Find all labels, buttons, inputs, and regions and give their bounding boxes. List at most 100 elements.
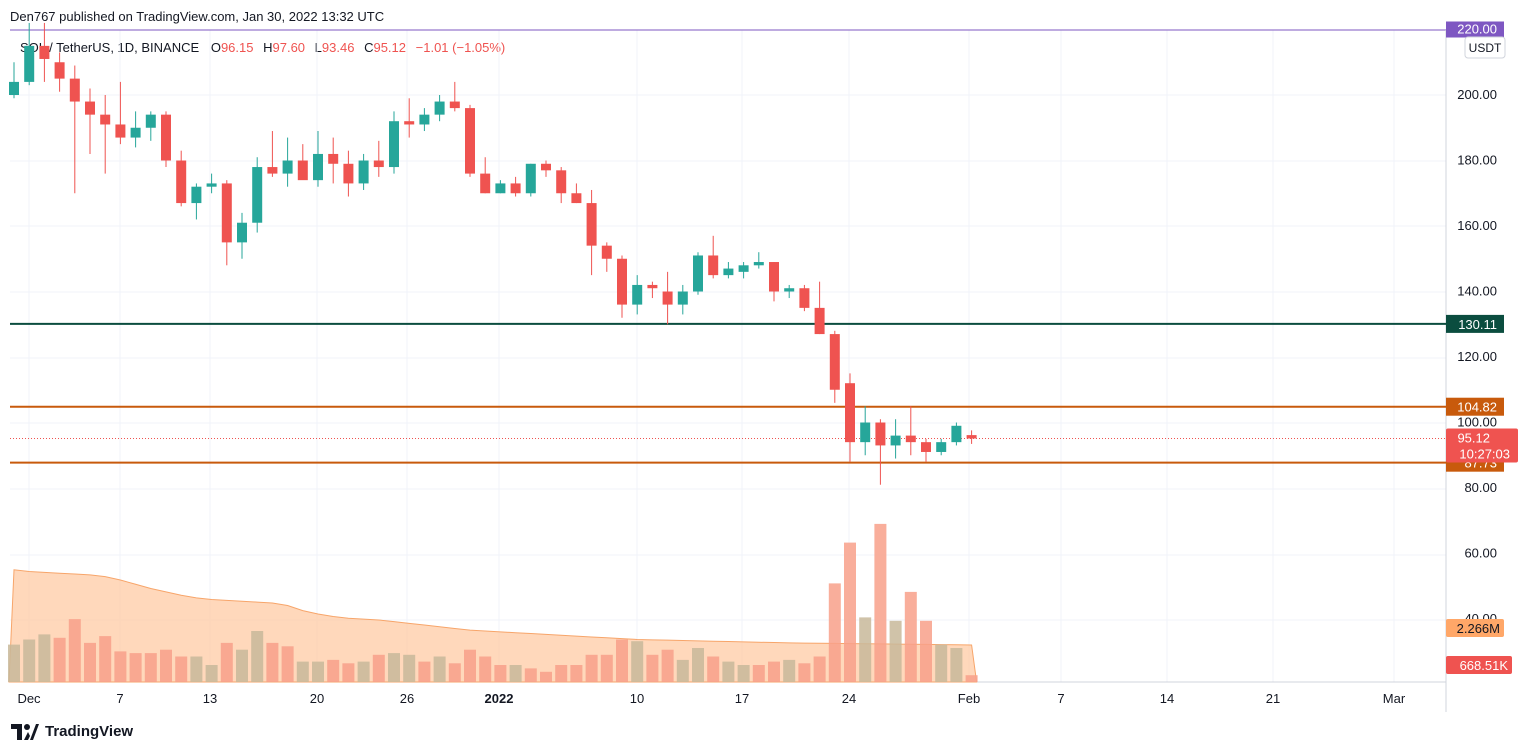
volume-bar — [600, 654, 613, 682]
time-tick-label: 21 — [1266, 691, 1280, 706]
legend-low-value: 93.46 — [321, 40, 355, 55]
candles — [9, 22, 977, 485]
time-tick-label: 17 — [735, 691, 749, 706]
volume-bar — [236, 649, 248, 682]
candle-body — [753, 262, 764, 266]
volume-last-badge — [1446, 656, 1512, 674]
volume-bar — [722, 661, 735, 682]
volume-bar — [828, 583, 841, 682]
time-axis[interactable]: Dec 7 13 20 26 2022 10 17 24 Feb 7 14 21 Mar — [17, 691, 1405, 706]
candle-body — [829, 334, 840, 390]
candle-body — [480, 173, 491, 194]
currency-label[interactable]: USDT — [1469, 41, 1502, 55]
volume-bar — [920, 620, 932, 682]
currency-button[interactable] — [1464, 36, 1506, 59]
volume-bar — [251, 631, 264, 682]
volume-bar — [555, 665, 568, 682]
candle-body — [389, 121, 399, 168]
volume-bar — [160, 649, 172, 682]
candle-body — [495, 183, 506, 194]
time-tick-label: Feb — [958, 691, 980, 706]
candle-body — [845, 383, 855, 443]
volume-bars — [8, 523, 978, 682]
price-tick-label: 100.00 — [1457, 415, 1497, 430]
candle-body — [54, 62, 65, 79]
volume-bar — [144, 653, 157, 682]
candle-body — [556, 170, 567, 194]
volume-bar — [464, 649, 476, 682]
price-tick-label: 120.00 — [1457, 349, 1497, 364]
volume-bar — [676, 659, 689, 682]
symbol-legend: SOL / TetherUS, 1D, BINANCE O96.15 H97.6… — [20, 40, 511, 55]
candle-body — [297, 160, 308, 181]
volume-bar — [388, 653, 400, 682]
candle-body — [130, 127, 141, 138]
candle-body — [662, 291, 673, 305]
volume-bar — [448, 663, 461, 682]
candle-body — [267, 167, 278, 174]
volume-bar — [798, 663, 811, 682]
volume-bar — [372, 654, 385, 682]
volume-bar — [479, 656, 492, 682]
volume-bar — [844, 542, 856, 682]
level-badge[interactable] — [1446, 314, 1504, 333]
time-tick-label: 7 — [1057, 691, 1064, 706]
legend-symbol[interactable]: SOL / TetherUS, 1D, BINANCE — [20, 40, 200, 55]
candle-body — [647, 284, 658, 289]
horizontal-levels[interactable] — [10, 322, 1446, 464]
candle-body — [784, 288, 795, 292]
volume-bar — [494, 665, 507, 682]
tradingview-logo[interactable]: TradingView — [11, 723, 133, 740]
candle-body — [571, 193, 582, 204]
time-tick-label: 14 — [1160, 691, 1174, 706]
time-tick-label: 7 — [116, 691, 123, 706]
volume-bar — [737, 665, 750, 682]
candle-body — [921, 442, 931, 452]
candle-body — [875, 422, 886, 446]
volume-bar — [950, 648, 963, 682]
price-tick-label: 60.00 — [1464, 546, 1497, 561]
volume-bar — [129, 653, 142, 682]
volume-bar — [965, 675, 978, 682]
tradingview-logo-icon — [11, 723, 39, 740]
time-tick-label: 10 — [630, 691, 644, 706]
volume-bar — [646, 654, 659, 682]
candle-body — [860, 422, 871, 443]
tradingview-brand: TradingView — [45, 723, 134, 740]
level-badge[interactable] — [1446, 397, 1504, 416]
candle-body — [693, 255, 703, 292]
volume-bar — [540, 671, 552, 682]
volume-bar — [783, 659, 796, 682]
volume-bar — [616, 639, 628, 682]
candle-body — [677, 291, 688, 305]
volume-bar — [889, 620, 902, 682]
price-axis[interactable]: 200.00 180.00 160.00 140.00 120.00 100.00 80.0… — [1446, 21, 1518, 675]
volume-bar — [661, 649, 674, 682]
volume-bar — [8, 644, 20, 682]
volume-bar — [205, 665, 218, 682]
volume-bar — [357, 661, 370, 682]
volume-bar — [403, 654, 416, 682]
volume-bar — [585, 654, 598, 682]
price-tick-label: 140.00 — [1457, 284, 1497, 299]
volume-bar — [68, 619, 81, 682]
candle-body — [69, 78, 80, 102]
candle-body — [419, 114, 430, 125]
time-tick-label: 24 — [842, 691, 856, 706]
candle-body — [252, 167, 263, 223]
candle-body — [541, 163, 551, 171]
legend-open-value: 96.15 — [220, 40, 254, 55]
legend-open-label: O — [210, 40, 221, 55]
candle-body — [769, 262, 779, 292]
candle-body — [905, 435, 916, 443]
countdown-label: 10:27:03 — [1459, 446, 1510, 461]
volume-bar — [692, 648, 704, 682]
volume-bar — [190, 656, 203, 682]
volume-bar — [220, 642, 233, 682]
volume-bar — [433, 656, 446, 682]
candle-body — [586, 203, 597, 246]
candle-body — [39, 45, 50, 59]
volume-bar — [38, 634, 51, 682]
candle-body — [890, 435, 901, 446]
